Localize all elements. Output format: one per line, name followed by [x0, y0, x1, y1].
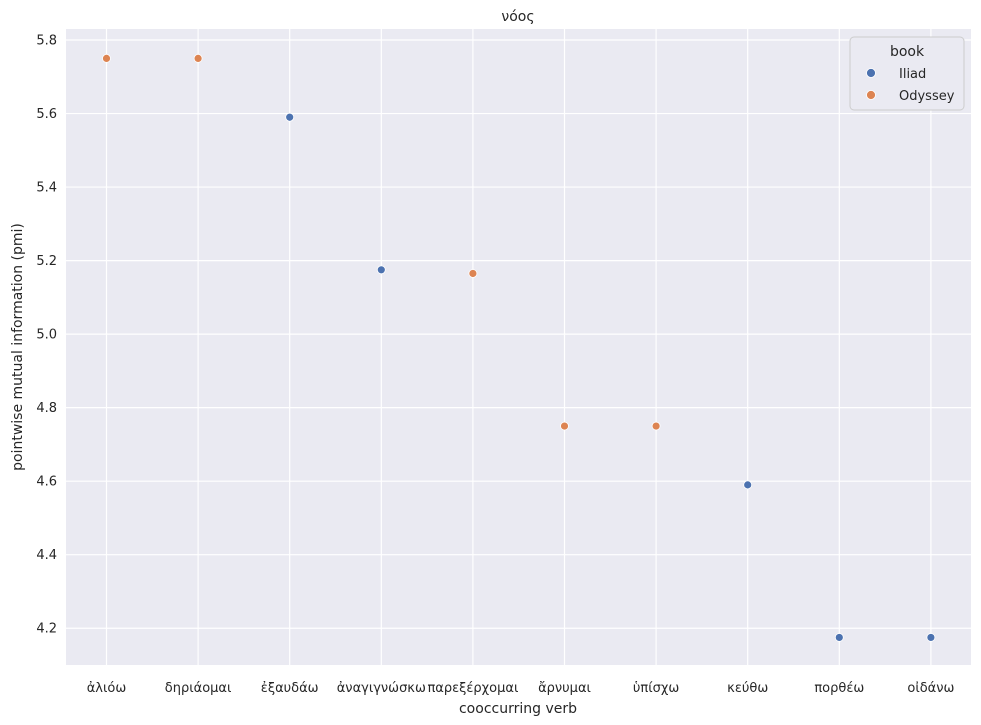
- x-tick-label: δηριάομαι: [165, 681, 232, 696]
- y-tick-label: 5.2: [36, 254, 57, 269]
- y-tick-label: 4.8: [36, 401, 57, 416]
- x-tick-label: παρεξέρχομαι: [427, 681, 518, 696]
- chart-title: νόος: [501, 9, 534, 25]
- y-axis-label: pointwise mutual information (pmi): [10, 223, 26, 471]
- data-point-odyssey: [193, 54, 203, 63]
- x-tick-label: ἀλιόω: [87, 681, 127, 696]
- legend-box: [849, 36, 965, 111]
- data-point-iliad: [285, 112, 295, 122]
- y-tick-label: 5.8: [36, 34, 57, 49]
- data-point-odyssey: [468, 269, 478, 278]
- plot-area: [66, 29, 971, 665]
- grid: [66, 29, 971, 665]
- x-tick-label: ἄρνυμαι: [538, 681, 591, 696]
- x-axis-label: cooccurring verb: [459, 701, 577, 717]
- y-tick-label: 5.6: [36, 107, 57, 122]
- x-tick-label: ὑπίσχω: [633, 681, 679, 696]
- data-point-iliad: [743, 480, 753, 490]
- y-axis-ticks: 4.2 4.4 4.6 4.8 5.0 5.2 5.4 5.6 5.8: [36, 34, 57, 637]
- x-axis-ticks: ἀλιόω δηριάομαι ἐξαυδάω ἀναγιγνώσκω παρεξέρχ…: [87, 681, 955, 696]
- x-tick-label: κεύθω: [727, 681, 768, 696]
- legend: book Iliad Odyssey: [849, 36, 965, 111]
- data-point-iliad: [376, 265, 386, 275]
- legend-marker-iliad: [866, 68, 876, 78]
- y-tick-label: 4.4: [36, 548, 57, 563]
- legend-label-iliad: Iliad: [899, 67, 926, 82]
- data-points: [102, 54, 936, 642]
- data-point-iliad: [834, 633, 844, 642]
- x-tick-label: οἰδάνω: [907, 681, 954, 696]
- legend-label-odyssey: Odyssey: [899, 89, 955, 104]
- y-tick-label: 4.6: [36, 475, 57, 490]
- data-point-odyssey: [102, 54, 111, 63]
- x-tick-label: ἀναγιγνώσκω: [337, 681, 426, 696]
- y-tick-label: 5.4: [36, 181, 57, 196]
- x-tick-label: πορθέω: [814, 681, 864, 696]
- legend-marker-odyssey: [866, 90, 876, 100]
- data-point-odyssey: [651, 421, 661, 431]
- legend-title: book: [890, 44, 925, 60]
- x-tick-label: ἐξαυδάω: [261, 681, 319, 696]
- data-point-odyssey: [560, 421, 569, 431]
- y-tick-label: 5.0: [36, 328, 57, 343]
- data-point-iliad: [926, 633, 936, 642]
- y-tick-label: 4.2: [36, 622, 57, 637]
